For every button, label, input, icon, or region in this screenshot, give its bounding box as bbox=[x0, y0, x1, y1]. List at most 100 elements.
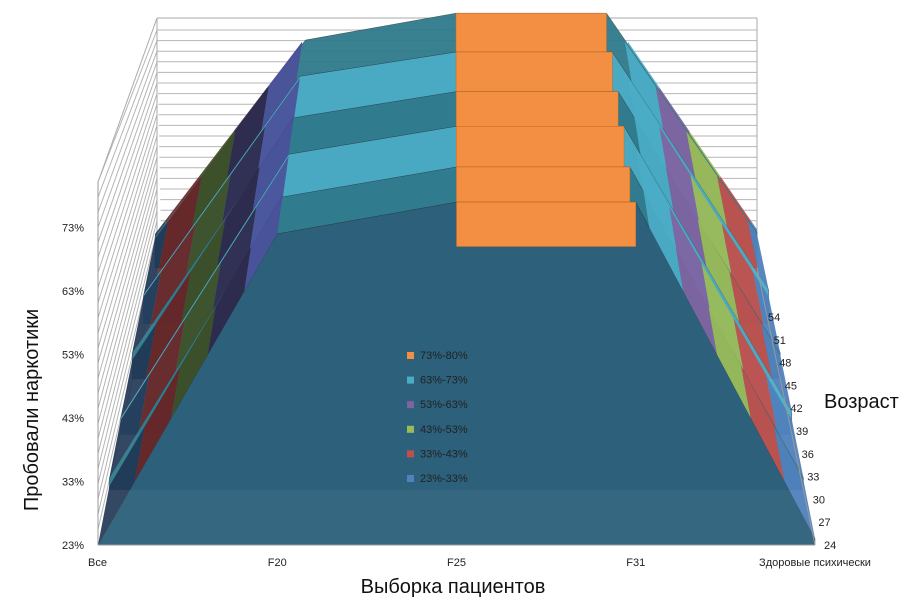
surface-plateau bbox=[456, 126, 625, 172]
z-tick-label: 39 bbox=[796, 426, 808, 438]
z-axis-line bbox=[756, 267, 816, 546]
slope-stripe bbox=[658, 86, 690, 134]
z-tick-label: 42 bbox=[790, 403, 802, 415]
legend-swatch bbox=[407, 475, 414, 482]
wall-edge bbox=[97, 17, 158, 183]
legend-label: 23%-33% bbox=[420, 473, 468, 485]
slope-stripe bbox=[244, 193, 283, 291]
slope-stripe bbox=[720, 175, 751, 224]
slope-stripe bbox=[186, 175, 231, 275]
slope-stripe bbox=[708, 306, 751, 418]
slope-stripe bbox=[150, 223, 196, 327]
z-tick-label: 48 bbox=[779, 358, 791, 370]
grid-rib bbox=[97, 231, 158, 470]
slope-stripe bbox=[226, 86, 269, 179]
legend: 73%-80% 63%-73% 53%-63% 43%-53% 33%-43% 23%-3… bbox=[407, 350, 468, 485]
x-tick-label: Все bbox=[88, 557, 107, 569]
slope-stripe bbox=[171, 306, 216, 418]
legend-swatch bbox=[407, 450, 414, 458]
legend-swatch bbox=[407, 376, 414, 384]
slope-stripe bbox=[192, 131, 236, 227]
x-tick-label: F31 bbox=[626, 557, 645, 569]
x-tick-label: F20 bbox=[268, 557, 287, 569]
y-tick-label: 33% bbox=[62, 477, 84, 489]
z-tick-label: 30 bbox=[813, 494, 825, 506]
y-tick-label: 63% bbox=[62, 286, 84, 298]
slope-stripe bbox=[249, 156, 289, 251]
slope-stripe bbox=[747, 220, 769, 290]
slope-stripe bbox=[750, 220, 757, 233]
y-tick-label: 53% bbox=[62, 350, 84, 362]
slope-stripe bbox=[134, 366, 181, 482]
z-ticks: 24 27 30 33 36 39 42 45 48 51 54 bbox=[768, 312, 836, 552]
grid-rib bbox=[97, 93, 158, 273]
y-tick-label: 43% bbox=[62, 413, 84, 425]
y-tick-label: 73% bbox=[62, 223, 84, 235]
slope-stripe bbox=[628, 41, 659, 90]
slope-stripe bbox=[690, 175, 732, 275]
slope-stripe bbox=[157, 175, 202, 275]
z-tick-label: 51 bbox=[774, 335, 786, 347]
slope-stripe bbox=[181, 219, 226, 323]
slope-stripe bbox=[729, 271, 773, 379]
grid-rib bbox=[97, 199, 158, 424]
grid-rib bbox=[97, 188, 158, 409]
slope-stripe bbox=[665, 166, 707, 267]
legend-label: 43%-53% bbox=[420, 424, 468, 436]
slope-stripe bbox=[199, 131, 234, 179]
slope-stripe bbox=[252, 114, 295, 211]
x-ticks: Все F20 F25 F31 Здоровые психически bbox=[88, 557, 871, 569]
slope-stripe bbox=[721, 223, 764, 327]
slope-stripe bbox=[132, 272, 161, 353]
surface-plateau bbox=[456, 201, 636, 247]
slope-stripe bbox=[145, 271, 191, 379]
surface-plateau bbox=[455, 51, 613, 96]
grid-rib bbox=[97, 146, 158, 349]
slope-stripe bbox=[217, 166, 260, 267]
slope-stripe bbox=[207, 247, 252, 355]
legend-swatch bbox=[407, 401, 414, 409]
grid-rib bbox=[97, 82, 158, 258]
z-axis-title: Возраст bbox=[824, 391, 899, 413]
legend-swatch bbox=[407, 352, 414, 359]
legend-label: 63%-73% bbox=[420, 375, 468, 387]
slope-stripe bbox=[165, 175, 200, 224]
grid-rib bbox=[97, 29, 158, 183]
grid-rib bbox=[97, 167, 158, 379]
y-axis-title: Пробовали наркотики bbox=[21, 309, 43, 511]
slope-stripe bbox=[773, 426, 815, 539]
axes bbox=[97, 182, 816, 546]
slope-stripe bbox=[138, 318, 186, 430]
slope-stripe bbox=[636, 150, 677, 251]
surface-plateau bbox=[455, 12, 607, 59]
slope-stripe bbox=[143, 220, 169, 295]
z-tick-label: 24 bbox=[824, 540, 836, 552]
slope-stripe bbox=[717, 175, 760, 275]
slope-stripe bbox=[109, 374, 150, 478]
grid-rib bbox=[97, 157, 158, 364]
slope-stripe bbox=[634, 114, 674, 211]
z-tick-label: 33 bbox=[807, 472, 819, 484]
slope-stripe bbox=[212, 206, 257, 311]
grid-rib bbox=[97, 178, 158, 394]
grid-rib bbox=[97, 125, 158, 319]
y-ticks: 23% 33% 43% 53% 63% 73% bbox=[62, 223, 84, 553]
slope-stripe bbox=[120, 323, 157, 418]
slope-stripe bbox=[697, 219, 740, 323]
slope-stripe bbox=[655, 86, 696, 179]
slope-stripe bbox=[689, 131, 721, 179]
grid-rib bbox=[97, 220, 158, 454]
grid-rib bbox=[97, 114, 158, 303]
grid-rib bbox=[97, 61, 158, 228]
slope-stripe bbox=[627, 78, 667, 170]
x-axis-title: Выборка пациентов bbox=[361, 576, 546, 598]
slope-stripe bbox=[765, 374, 804, 478]
grid-rib bbox=[97, 210, 158, 439]
slope-stripe bbox=[733, 318, 777, 430]
x-tick-label: Здоровые психически bbox=[759, 557, 871, 569]
slope-stripe bbox=[642, 187, 684, 291]
slope-stripe bbox=[624, 41, 664, 130]
x-tick-label: F25 bbox=[447, 557, 466, 569]
